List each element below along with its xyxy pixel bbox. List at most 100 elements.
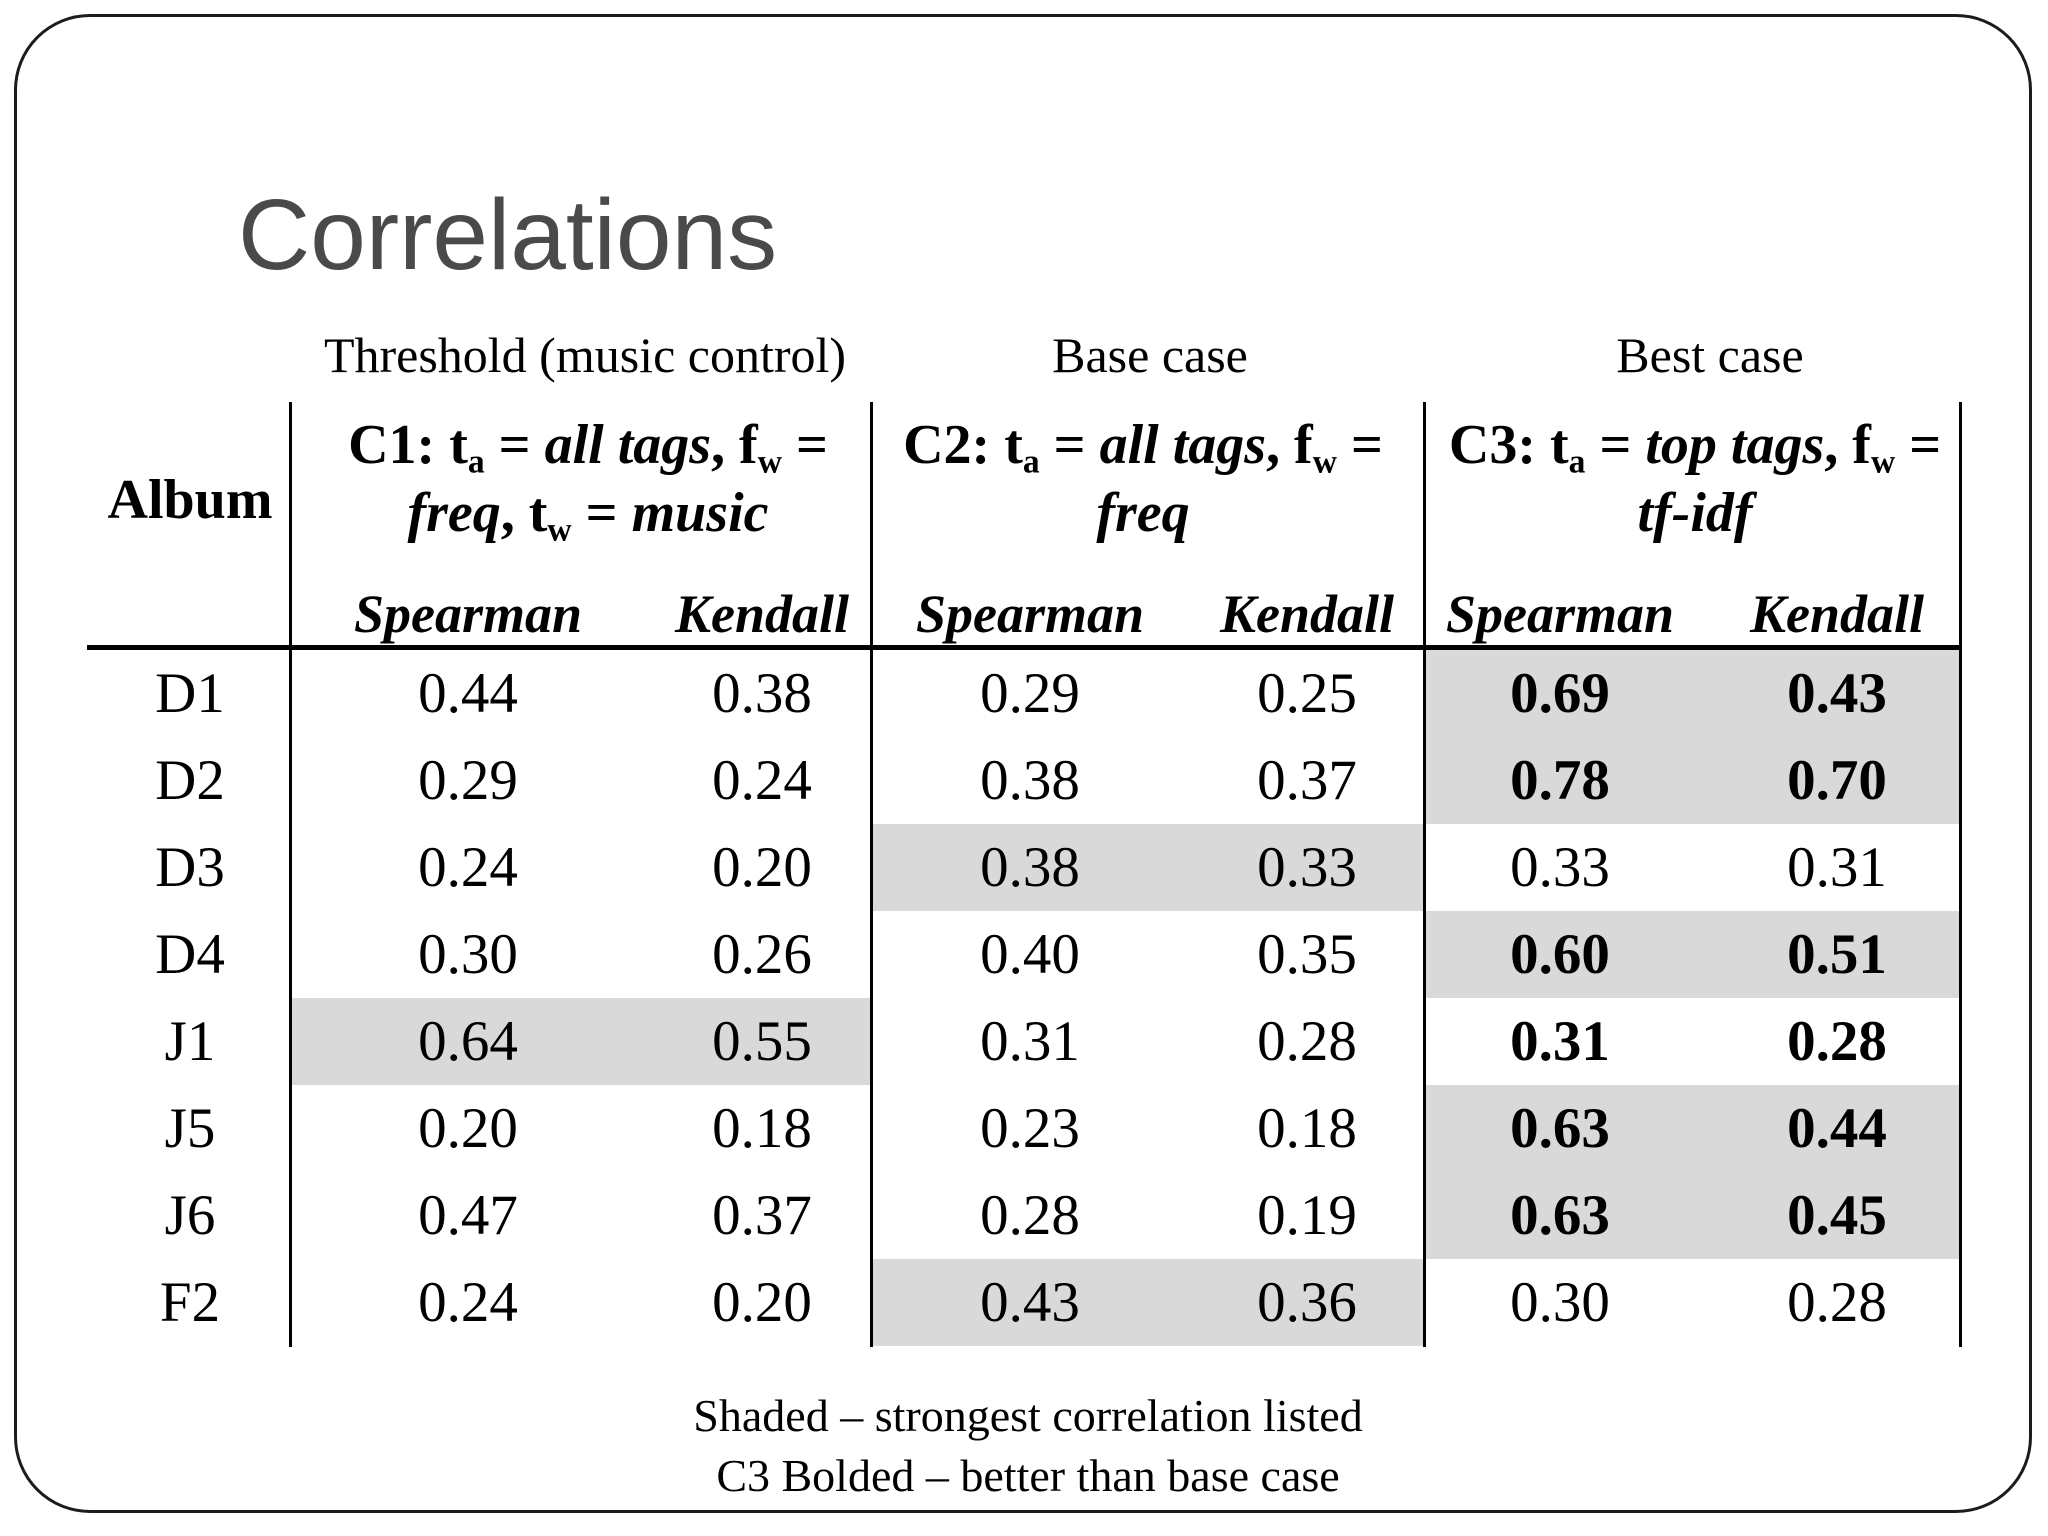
table-cell-d3-c2-kendall: 0.33 [1257, 836, 1357, 899]
condition-header-c2-line2: freq [1096, 480, 1189, 546]
table-cell-j1-c1-kendall: 0.55 [712, 1010, 812, 1073]
table-cell-d4-c2-kendall: 0.35 [1257, 923, 1357, 986]
condition-header-c1-line1: C1: ta = all tags, fw = [348, 412, 828, 481]
condition-header-fragment: a [467, 443, 485, 481]
row-label-d4: D4 [155, 923, 225, 986]
table-cell-j6-c1-kendall: 0.37 [712, 1184, 812, 1247]
footnote-bolded: C3 Bolded – better than base case [716, 1450, 1340, 1501]
column-header-kendall-c2: Kendall [1219, 584, 1395, 644]
table-cell-d2-c1-kendall: 0.24 [712, 749, 812, 812]
table-cell-j6-c1-spearman: 0.47 [418, 1184, 518, 1247]
group-header-best-case: Best case [1616, 327, 1804, 383]
table-cell-f2-c3-spearman: 0.30 [1510, 1271, 1610, 1334]
table-cell-j5-c2-spearman: 0.23 [980, 1097, 1080, 1160]
shade-band-j6-c3 [1426, 1172, 1959, 1259]
condition-header-fragment: = [1895, 414, 1942, 476]
condition-header-fragment: w [757, 443, 782, 481]
condition-header-fragment: a [1568, 443, 1586, 481]
shade-band-j5-c3 [1426, 1085, 1959, 1172]
table-cell-j1-c3-kendall: 0.28 [1787, 1010, 1887, 1073]
column-header-kendall-c3: Kendall [1749, 584, 1925, 644]
table-cell-j5-c3-spearman: 0.63 [1510, 1097, 1610, 1160]
shade-band-d4-c3 [1426, 911, 1959, 998]
table-cell-d3-c2-spearman: 0.38 [980, 836, 1080, 899]
condition-header-fragment: C3: t [1448, 414, 1569, 476]
condition-header-fragment: tf-idf [1637, 482, 1753, 544]
row-label-d1: D1 [155, 662, 225, 725]
group-header-base-case: Base case [1052, 327, 1248, 383]
table-cell-f2-c2-kendall: 0.36 [1257, 1271, 1357, 1334]
condition-header-fragment: w [547, 511, 572, 549]
table-cell-j5-c2-kendall: 0.18 [1257, 1097, 1357, 1160]
shade-band-d1-c3 [1426, 650, 1959, 737]
column-header-spearman-c2: Spearman [915, 584, 1145, 644]
table-header-rule [87, 645, 1962, 650]
table-cell-f2-c2-spearman: 0.43 [980, 1271, 1080, 1334]
table-cell-j1-c2-kendall: 0.28 [1257, 1010, 1357, 1073]
table-cell-d3-c3-kendall: 0.31 [1787, 836, 1887, 899]
page-title: Correlations [238, 179, 778, 291]
table-divider-c1-c2 [870, 402, 873, 1347]
condition-header-fragment: , f [711, 414, 758, 476]
table-cell-j5-c1-kendall: 0.18 [712, 1097, 812, 1160]
table-cell-f2-c1-kendall: 0.20 [712, 1271, 812, 1334]
condition-header-fragment: top tags [1645, 414, 1825, 476]
table-cell-d1-c3-kendall: 0.43 [1787, 662, 1887, 725]
table-cell-d4-c3-kendall: 0.51 [1787, 923, 1887, 986]
column-header-spearman-c1: Spearman [353, 584, 583, 644]
table-cell-d4-c2-spearman: 0.40 [980, 923, 1080, 986]
table-cell-d3-c1-kendall: 0.20 [712, 836, 812, 899]
table-cell-f2-c3-kendall: 0.28 [1787, 1271, 1887, 1334]
condition-header-fragment: freq [1096, 482, 1190, 544]
table-cell-j6-c3-kendall: 0.45 [1787, 1184, 1887, 1247]
condition-header-fragment: freq [407, 482, 501, 544]
table-cell-d3-c3-spearman: 0.33 [1510, 836, 1610, 899]
condition-header-fragment: , f [1266, 414, 1313, 476]
table-cell-j1-c3-spearman: 0.31 [1510, 1010, 1610, 1073]
condition-header-fragment: all tags [544, 414, 712, 476]
table-cell-d1-c1-spearman: 0.44 [418, 662, 518, 725]
table-cell-j6-c3-spearman: 0.63 [1510, 1184, 1610, 1247]
table-cell-f2-c1-spearman: 0.24 [418, 1271, 518, 1334]
column-header-spearman-c3: Spearman [1445, 584, 1675, 644]
row-label-f2: F2 [159, 1271, 221, 1334]
condition-header-c1-line2: freq, tw = music [407, 480, 769, 549]
table-divider-right [1959, 402, 1962, 1347]
condition-header-fragment: = [781, 414, 828, 476]
table-cell-j6-c2-kendall: 0.19 [1257, 1184, 1357, 1247]
condition-header-fragment: , t [500, 482, 548, 544]
table-cell-d2-c2-kendall: 0.37 [1257, 749, 1357, 812]
table-cell-d1-c2-kendall: 0.25 [1257, 662, 1357, 725]
shade-band-j1-c1 [292, 998, 870, 1085]
condition-header-fragment: w [1870, 443, 1896, 481]
column-header-album: Album [107, 469, 273, 531]
condition-header-fragment: C1: t [348, 414, 468, 476]
condition-header-fragment: music [631, 482, 769, 544]
condition-header-fragment: w [1312, 443, 1337, 481]
slide-border [14, 14, 2032, 1513]
group-header-threshold: Threshold (music control) [323, 327, 847, 383]
row-label-j5: J5 [164, 1097, 216, 1160]
table-cell-d3-c1-spearman: 0.24 [418, 836, 518, 899]
table-cell-j5-c1-spearman: 0.20 [418, 1097, 518, 1160]
condition-header-fragment: = [1336, 414, 1383, 476]
table-cell-d4-c3-spearman: 0.60 [1510, 923, 1610, 986]
column-header-kendall-c1: Kendall [674, 584, 850, 644]
condition-header-c3-line1: C3: ta = top tags, fw = [1448, 412, 1942, 481]
table-cell-j5-c3-kendall: 0.44 [1787, 1097, 1887, 1160]
shade-band-d3-c2 [873, 824, 1423, 911]
condition-header-fragment: = [1585, 414, 1646, 476]
condition-header-fragment: C2: t [903, 414, 1023, 476]
table-cell-j6-c2-spearman: 0.28 [980, 1184, 1080, 1247]
footnote-shaded: Shaded – strongest correlation listed [693, 1390, 1363, 1441]
row-label-d3: D3 [155, 836, 225, 899]
table-cell-d1-c1-kendall: 0.38 [712, 662, 812, 725]
table-cell-d2-c1-spearman: 0.29 [418, 749, 518, 812]
shade-band-f2-c2 [873, 1259, 1423, 1346]
condition-header-fragment: = [1039, 414, 1100, 476]
condition-header-fragment: , f [1824, 414, 1871, 476]
condition-header-fragment: = [571, 482, 632, 544]
row-label-j1: J1 [164, 1010, 216, 1073]
table-cell-d1-c3-spearman: 0.69 [1510, 662, 1610, 725]
